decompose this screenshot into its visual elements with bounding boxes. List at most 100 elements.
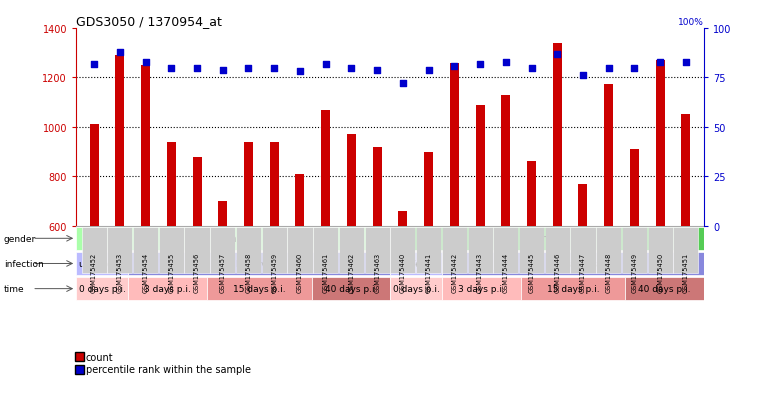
FancyBboxPatch shape bbox=[390, 252, 442, 275]
Point bbox=[294, 69, 306, 76]
Text: infection: infection bbox=[4, 259, 43, 268]
FancyBboxPatch shape bbox=[339, 227, 364, 274]
FancyBboxPatch shape bbox=[184, 227, 209, 274]
Bar bbox=[578, 184, 587, 226]
FancyBboxPatch shape bbox=[390, 278, 442, 301]
Text: hantavirus: hantavirus bbox=[549, 259, 597, 268]
Text: GSM175445: GSM175445 bbox=[529, 252, 534, 292]
Text: GSM175452: GSM175452 bbox=[91, 252, 97, 292]
Text: GSM175441: GSM175441 bbox=[425, 252, 431, 292]
Point bbox=[320, 61, 332, 68]
Text: GSM175455: GSM175455 bbox=[168, 252, 174, 292]
Point bbox=[654, 59, 667, 66]
Text: GSM175444: GSM175444 bbox=[503, 252, 509, 292]
Text: gender: gender bbox=[4, 234, 36, 243]
Text: GSM175460: GSM175460 bbox=[297, 252, 303, 292]
Text: GSM175453: GSM175453 bbox=[117, 252, 123, 292]
Text: 3 days p.i.: 3 days p.i. bbox=[458, 285, 505, 293]
Text: GSM175442: GSM175442 bbox=[451, 252, 457, 292]
Point bbox=[525, 65, 537, 72]
Point bbox=[551, 51, 563, 58]
FancyBboxPatch shape bbox=[622, 227, 647, 274]
Text: 0 days p.i.: 0 days p.i. bbox=[79, 285, 126, 293]
Text: GSM175440: GSM175440 bbox=[400, 252, 406, 292]
FancyBboxPatch shape bbox=[365, 227, 390, 274]
Point bbox=[396, 81, 409, 88]
FancyBboxPatch shape bbox=[236, 227, 261, 274]
Bar bbox=[373, 147, 382, 226]
Point bbox=[217, 67, 229, 74]
Bar bbox=[90, 125, 99, 226]
Text: 40 days p.i.: 40 days p.i. bbox=[324, 285, 377, 293]
Point bbox=[603, 65, 615, 72]
FancyBboxPatch shape bbox=[519, 227, 544, 274]
Point bbox=[448, 63, 460, 70]
Bar bbox=[398, 211, 407, 226]
Point bbox=[577, 73, 589, 80]
Bar bbox=[681, 115, 690, 226]
Text: time: time bbox=[4, 285, 24, 293]
Bar bbox=[269, 142, 279, 226]
FancyBboxPatch shape bbox=[673, 227, 699, 274]
Point bbox=[629, 65, 641, 72]
Point bbox=[500, 59, 512, 66]
Text: 15 days p.i.: 15 days p.i. bbox=[547, 285, 600, 293]
FancyBboxPatch shape bbox=[207, 278, 311, 301]
Text: GSM175446: GSM175446 bbox=[554, 252, 560, 292]
Point bbox=[371, 67, 384, 74]
Bar bbox=[218, 202, 228, 226]
FancyBboxPatch shape bbox=[416, 227, 441, 274]
Bar bbox=[527, 162, 536, 226]
FancyBboxPatch shape bbox=[311, 278, 390, 301]
FancyBboxPatch shape bbox=[571, 227, 596, 274]
FancyBboxPatch shape bbox=[133, 227, 158, 274]
FancyBboxPatch shape bbox=[159, 227, 184, 274]
Bar bbox=[295, 174, 304, 226]
Text: percentile rank within the sample: percentile rank within the sample bbox=[86, 364, 251, 374]
FancyBboxPatch shape bbox=[313, 227, 338, 274]
Point bbox=[165, 65, 177, 72]
Text: GSM175443: GSM175443 bbox=[477, 252, 483, 292]
Text: GSM175450: GSM175450 bbox=[658, 252, 663, 292]
Point bbox=[243, 65, 255, 72]
FancyBboxPatch shape bbox=[76, 252, 129, 275]
FancyBboxPatch shape bbox=[596, 227, 621, 274]
FancyBboxPatch shape bbox=[210, 227, 235, 274]
Text: uninfected: uninfected bbox=[392, 259, 441, 268]
Bar bbox=[167, 142, 176, 226]
Point bbox=[268, 65, 280, 72]
Text: uninfected: uninfected bbox=[78, 259, 126, 268]
FancyBboxPatch shape bbox=[129, 252, 390, 275]
FancyBboxPatch shape bbox=[442, 227, 467, 274]
Point bbox=[345, 65, 358, 72]
FancyBboxPatch shape bbox=[76, 278, 129, 301]
Point bbox=[113, 49, 126, 56]
Bar bbox=[552, 44, 562, 226]
Text: GSM175456: GSM175456 bbox=[194, 252, 200, 292]
Text: GSM175462: GSM175462 bbox=[349, 252, 355, 292]
Text: count: count bbox=[86, 352, 113, 362]
FancyBboxPatch shape bbox=[390, 227, 704, 250]
Text: GSM175454: GSM175454 bbox=[142, 252, 148, 292]
Point bbox=[474, 61, 486, 68]
Text: hantavirus: hantavirus bbox=[235, 259, 283, 268]
Bar bbox=[244, 142, 253, 226]
Point bbox=[139, 59, 151, 66]
Bar bbox=[450, 64, 459, 226]
Text: GSM175447: GSM175447 bbox=[580, 252, 586, 292]
Bar bbox=[193, 157, 202, 226]
Bar bbox=[347, 135, 356, 226]
FancyBboxPatch shape bbox=[262, 227, 287, 274]
Bar bbox=[604, 84, 613, 226]
Text: GDS3050 / 1370954_at: GDS3050 / 1370954_at bbox=[76, 15, 222, 28]
Text: GSM175449: GSM175449 bbox=[632, 252, 638, 292]
FancyBboxPatch shape bbox=[442, 278, 521, 301]
Text: female: female bbox=[530, 234, 564, 244]
FancyBboxPatch shape bbox=[288, 227, 313, 274]
Point bbox=[422, 67, 435, 74]
FancyBboxPatch shape bbox=[467, 227, 492, 274]
FancyBboxPatch shape bbox=[76, 227, 390, 250]
Text: GSM175448: GSM175448 bbox=[606, 252, 612, 292]
Text: GSM175461: GSM175461 bbox=[323, 252, 329, 292]
Text: GSM175451: GSM175451 bbox=[683, 252, 689, 292]
